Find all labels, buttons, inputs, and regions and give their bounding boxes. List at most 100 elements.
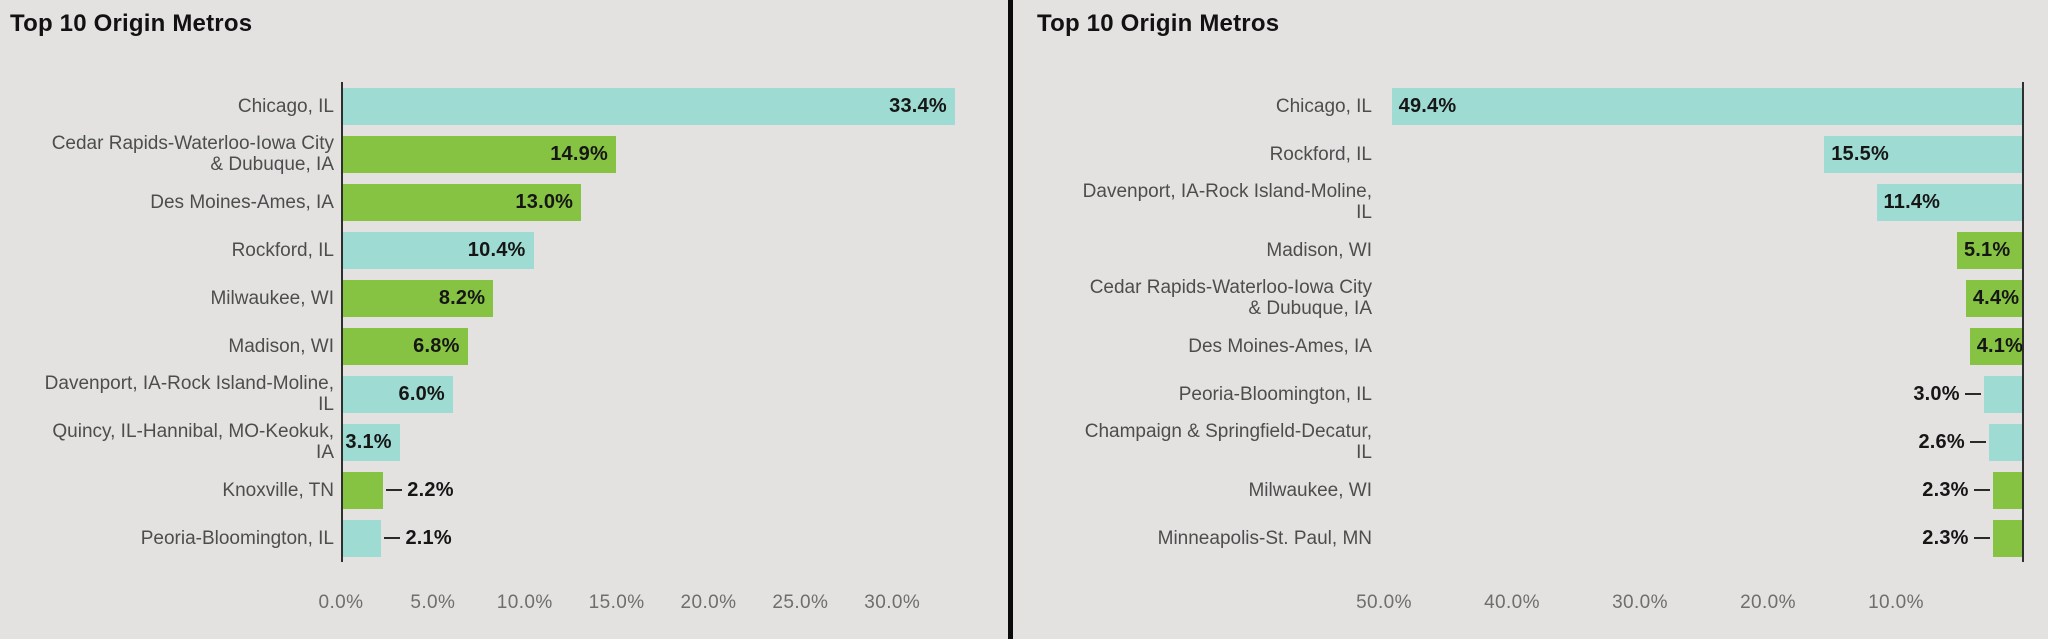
chart-row: Peoria-Bloomington, IL 2.1% xyxy=(10,514,1008,562)
plot-area: 3.0% xyxy=(1384,370,2024,418)
bar xyxy=(1983,375,2022,413)
chart-row: Cedar Rapids-Waterloo-Iowa City & Dubuqu… xyxy=(10,130,1008,178)
x-tick-label: 20.0% xyxy=(1740,592,1796,613)
panel-divider xyxy=(1008,0,1013,639)
x-tick-label: 50.0% xyxy=(1356,592,1412,613)
connector-line xyxy=(1973,537,1990,539)
chart-row: Quincy, IL-Hannibal, MO-Keokuk, IA 3.1% xyxy=(10,418,1008,466)
value-label: 2.1% xyxy=(405,526,452,549)
plot-area: 2.6% xyxy=(1384,418,2024,466)
value-label: 14.9% xyxy=(550,142,608,165)
category-label: Peoria-Bloomington, IL xyxy=(1178,383,1372,405)
value-label: 49.4% xyxy=(1398,94,1457,117)
value-label: 5.1% xyxy=(1963,238,2011,261)
connector-line xyxy=(386,489,403,491)
chart-row: Madison, WI 5.1% xyxy=(1037,226,2024,274)
x-tick-label: 10.0% xyxy=(496,592,553,613)
value-label: 10.4% xyxy=(467,238,526,261)
category-label: Davenport, IA-Rock Island-Moline, IL xyxy=(44,373,334,415)
plot-area: 49.4% xyxy=(1384,82,2024,130)
x-tick-label: 10.0% xyxy=(1868,592,1924,613)
bar: 14.9% xyxy=(343,135,616,173)
value-label: 2.3% xyxy=(1922,478,1969,501)
origin-metros-chart-right: Top 10 Origin Metros Chicago, IL 49.4% Roc… xyxy=(1013,0,2048,639)
category-label: Madison, WI xyxy=(228,335,334,357)
value-label: 4.4% xyxy=(1972,286,2020,309)
category-label: Rockford, IL xyxy=(1269,143,1372,165)
value-label: 11.4% xyxy=(1883,190,1941,213)
bar xyxy=(343,471,384,509)
category-label: Cedar Rapids-Waterloo-Iowa City & Dubuqu… xyxy=(51,133,334,175)
bar-rows: Chicago, IL 49.4% Rockford, IL 15.5% Davenpo… xyxy=(1037,82,2024,562)
bar xyxy=(343,519,382,557)
plot-area: 2.1% xyxy=(341,514,1008,562)
plot-area: 11.4% xyxy=(1384,178,2024,226)
axis-label-spacer xyxy=(10,592,341,618)
bar xyxy=(1988,423,2022,461)
chart-row: Davenport, IA-Rock Island-Moline, IL 11.4… xyxy=(1037,178,2024,226)
axis-label-spacer xyxy=(1037,592,1384,618)
bar: 33.4% xyxy=(343,87,955,125)
x-axis: 50.0% 40.0% 30.0% 20.0% 10.0% xyxy=(1037,592,2024,618)
bar-rows: Chicago, IL 33.4% Cedar Rapids-Waterloo-Io… xyxy=(10,82,1008,562)
value-label: 2.3% xyxy=(1922,526,1969,549)
value-label: 3.0% xyxy=(1913,382,1960,405)
value-label: 2.6% xyxy=(1918,430,1965,453)
bar: 49.4% xyxy=(1391,87,2022,125)
chart-row: Des Moines-Ames, IA 13.0% xyxy=(10,178,1008,226)
plot-area: 8.2% xyxy=(341,274,1008,322)
category-label: Cedar Rapids-Waterloo-Iowa City & Dubuqu… xyxy=(1089,277,1372,319)
value-label: 2.2% xyxy=(407,478,454,501)
plot-area: 3.1% xyxy=(341,418,1008,466)
bar: 10.4% xyxy=(343,231,534,269)
category-label: Minneapolis-St. Paul, MN xyxy=(1157,527,1372,549)
chart-title: Top 10 Origin Metros xyxy=(10,10,253,37)
origin-metros-chart-left: Top 10 Origin Metros Chicago, IL 33.4% Ced… xyxy=(0,0,1008,639)
plot-area: 14.9% xyxy=(341,130,1008,178)
value-label: 6.8% xyxy=(413,334,460,357)
x-tick-label: 20.0% xyxy=(680,592,737,613)
category-label: Knoxville, TN xyxy=(222,479,334,501)
bar xyxy=(1992,519,2022,557)
category-label: Des Moines-Ames, IA xyxy=(1188,335,1372,357)
plot-area: 13.0% xyxy=(341,178,1008,226)
chart-row: Madison, WI 6.8% xyxy=(10,322,1008,370)
chart-row: Champaign & Springfield-Decatur, IL 2.6% xyxy=(1037,418,2024,466)
x-tick-label: 30.0% xyxy=(1612,592,1668,613)
bar: 13.0% xyxy=(343,183,582,221)
bar: 6.8% xyxy=(343,327,468,365)
chart-row: Milwaukee, WI 8.2% xyxy=(10,274,1008,322)
category-label: Des Moines-Ames, IA xyxy=(150,191,334,213)
chart-title: Top 10 Origin Metros xyxy=(1037,10,1280,37)
category-label: Madison, WI xyxy=(1266,239,1372,261)
chart-row: Minneapolis-St. Paul, MN 2.3% xyxy=(1037,514,2024,562)
plot-area: 6.0% xyxy=(341,370,1008,418)
connector-line xyxy=(1969,441,1986,443)
x-tick-label: 5.0% xyxy=(410,592,456,613)
category-label: Davenport, IA-Rock Island-Moline, IL xyxy=(1082,181,1372,223)
connector-line xyxy=(384,537,401,539)
chart-row: Rockford, IL 15.5% xyxy=(1037,130,2024,178)
chart-row: Peoria-Bloomington, IL 3.0% xyxy=(1037,370,2024,418)
chart-row: Davenport, IA-Rock Island-Moline, IL 6.0% xyxy=(10,370,1008,418)
chart-row: Des Moines-Ames, IA 4.1% xyxy=(1037,322,2024,370)
plot-area: 33.4% xyxy=(341,82,1008,130)
category-label: Quincy, IL-Hannibal, MO-Keokuk, IA xyxy=(52,421,334,463)
x-tick-label: 15.0% xyxy=(588,592,645,613)
connector-line xyxy=(1973,489,1990,491)
chart-row: Cedar Rapids-Waterloo-Iowa City & Dubuqu… xyxy=(1037,274,2024,322)
value-label: 15.5% xyxy=(1831,142,1889,165)
x-tick-label: 30.0% xyxy=(864,592,921,613)
bar: 4.4% xyxy=(1965,279,2022,317)
chart-row: Chicago, IL 33.4% xyxy=(10,82,1008,130)
bar: 8.2% xyxy=(343,279,494,317)
plot-area: 15.5% xyxy=(1384,130,2024,178)
bar: 5.1% xyxy=(1956,231,2022,269)
chart-row: Chicago, IL 49.4% xyxy=(1037,82,2024,130)
value-label: 33.4% xyxy=(889,94,947,117)
category-label: Chicago, IL xyxy=(237,95,334,117)
plot-area: 4.4% xyxy=(1384,274,2024,322)
plot-area: 4.1% xyxy=(1384,322,2024,370)
category-label: Champaign & Springfield-Decatur, IL xyxy=(1084,421,1372,463)
